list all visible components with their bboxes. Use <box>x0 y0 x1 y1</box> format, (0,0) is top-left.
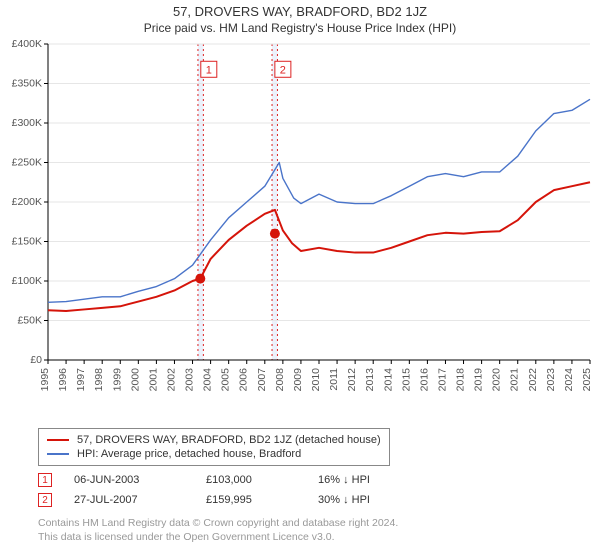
chart-area: £0 £50K £100K £150K £200K £250K £300K £350K £400… <box>0 40 600 420</box>
svg-text:2010: 2010 <box>310 368 322 392</box>
svg-text:2025: 2025 <box>581 368 593 392</box>
svg-text:2024: 2024 <box>563 368 575 392</box>
svg-text:2013: 2013 <box>364 368 376 392</box>
legend-label: HPI: Average price, detached house, Brad… <box>77 448 301 460</box>
svg-text:2019: 2019 <box>473 368 485 392</box>
svg-text:2003: 2003 <box>184 368 196 392</box>
svg-text:2004: 2004 <box>202 368 214 392</box>
event-date: 06-JUN-2003 <box>74 474 184 486</box>
svg-text:£350K: £350K <box>12 78 42 90</box>
svg-text:2006: 2006 <box>238 368 250 392</box>
svg-text:1995: 1995 <box>39 368 51 392</box>
event-row: 2 27-JUL-2007 £159,995 30% ↓ HPI <box>38 490 408 510</box>
svg-text:2007: 2007 <box>256 368 268 392</box>
svg-text:2009: 2009 <box>292 368 304 392</box>
svg-text:1999: 1999 <box>111 368 123 392</box>
legend-swatch-property <box>47 439 69 441</box>
chart-title: 57, DROVERS WAY, BRADFORD, BD2 1JZ <box>0 4 600 19</box>
svg-text:1998: 1998 <box>93 368 105 392</box>
legend-item: 57, DROVERS WAY, BRADFORD, BD2 1JZ (deta… <box>47 433 381 447</box>
event-diff: 30% ↓ HPI <box>318 494 408 506</box>
svg-text:2017: 2017 <box>436 368 448 392</box>
svg-text:2011: 2011 <box>328 368 340 391</box>
svg-text:2005: 2005 <box>220 368 232 392</box>
svg-text:£250K: £250K <box>12 157 42 169</box>
svg-text:2021: 2021 <box>509 368 521 392</box>
event-badge-icon: 1 <box>38 473 52 487</box>
event-price: £103,000 <box>206 474 296 486</box>
svg-text:1: 1 <box>206 64 212 76</box>
chart-subtitle: Price paid vs. HM Land Registry's House … <box>0 21 600 35</box>
event-diff: 16% ↓ HPI <box>318 474 408 486</box>
svg-text:2: 2 <box>280 64 286 76</box>
footer-line: This data is licensed under the Open Gov… <box>38 530 398 544</box>
legend: 57, DROVERS WAY, BRADFORD, BD2 1JZ (deta… <box>38 428 390 466</box>
footer-line: Contains HM Land Registry data © Crown c… <box>38 516 398 530</box>
svg-text:£150K: £150K <box>12 236 42 248</box>
svg-text:2002: 2002 <box>165 368 177 392</box>
title-block: 57, DROVERS WAY, BRADFORD, BD2 1JZ Price… <box>0 0 600 35</box>
legend-label: 57, DROVERS WAY, BRADFORD, BD2 1JZ (deta… <box>77 434 381 446</box>
svg-text:£300K: £300K <box>12 117 42 129</box>
svg-text:1996: 1996 <box>57 368 69 392</box>
svg-text:2020: 2020 <box>491 368 503 392</box>
svg-text:2016: 2016 <box>418 368 430 392</box>
svg-text:£100K: £100K <box>12 275 42 287</box>
svg-text:1997: 1997 <box>75 368 87 392</box>
event-table: 1 06-JUN-2003 £103,000 16% ↓ HPI 2 27-JU… <box>38 470 408 510</box>
svg-text:2023: 2023 <box>545 368 557 392</box>
event-price: £159,995 <box>206 494 296 506</box>
line-chart-svg: £0 £50K £100K £150K £200K £250K £300K £350K £400… <box>0 40 600 420</box>
svg-text:2014: 2014 <box>382 368 394 392</box>
event-date: 27-JUL-2007 <box>74 494 184 506</box>
svg-text:2018: 2018 <box>455 368 467 392</box>
event-row: 1 06-JUN-2003 £103,000 16% ↓ HPI <box>38 470 408 490</box>
svg-text:2000: 2000 <box>129 368 141 392</box>
legend-item: HPI: Average price, detached house, Brad… <box>47 447 381 461</box>
event-badge-icon: 2 <box>38 493 52 507</box>
footer-attribution: Contains HM Land Registry data © Crown c… <box>38 516 398 544</box>
svg-text:£0: £0 <box>30 354 42 366</box>
svg-text:£50K: £50K <box>17 315 42 327</box>
legend-swatch-hpi <box>47 453 69 455</box>
svg-text:2022: 2022 <box>527 368 539 392</box>
svg-text:2008: 2008 <box>274 368 286 392</box>
svg-text:2015: 2015 <box>400 368 412 392</box>
svg-text:2001: 2001 <box>147 368 159 392</box>
svg-text:£400K: £400K <box>12 40 42 50</box>
svg-text:£200K: £200K <box>12 196 42 208</box>
page-root: 57, DROVERS WAY, BRADFORD, BD2 1JZ Price… <box>0 0 600 560</box>
svg-text:2012: 2012 <box>346 368 358 392</box>
